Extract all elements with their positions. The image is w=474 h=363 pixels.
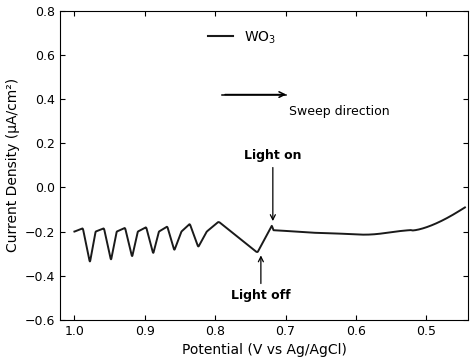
X-axis label: Potential (V vs Ag/AgCl): Potential (V vs Ag/AgCl) — [182, 343, 347, 358]
Legend: WO$_3$: WO$_3$ — [202, 24, 282, 51]
Text: Sweep direction: Sweep direction — [289, 105, 390, 118]
Y-axis label: Current Density (μA/cm²): Current Density (μA/cm²) — [6, 78, 19, 252]
Text: Light on: Light on — [244, 149, 301, 220]
Text: Light off: Light off — [231, 257, 291, 302]
